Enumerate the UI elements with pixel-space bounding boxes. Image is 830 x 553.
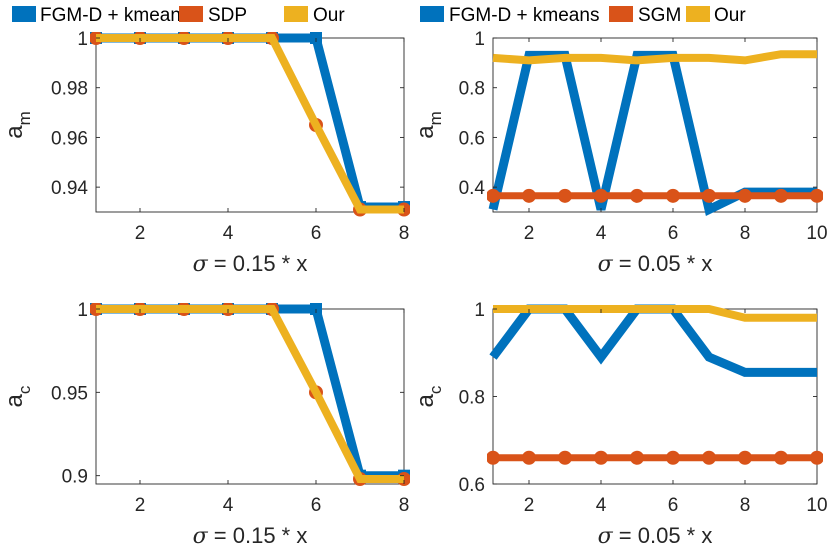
legend-swatch	[686, 6, 710, 22]
legend-label: SDP	[208, 5, 247, 26]
data-point-circle	[666, 188, 680, 203]
data-point-circle	[702, 188, 716, 203]
y-axis-label: ac	[1, 385, 34, 407]
x-tick-label: 6	[668, 495, 679, 516]
data-point-circle	[810, 450, 823, 465]
data-point-circle	[487, 188, 500, 203]
legend-top-right: FGM-D + kmeans SGM Our	[420, 5, 746, 26]
x-tick-label: 4	[223, 495, 234, 516]
y-tick-label: 0.98	[51, 79, 88, 100]
x-axis-label: σ = 0.15 * x	[193, 251, 308, 277]
y-tick-label: 0.9	[62, 467, 88, 488]
series-line-our	[493, 305, 817, 322]
y-axis-label: ac	[412, 385, 445, 407]
legend-label: FGM-D + kmeans	[449, 5, 599, 26]
chart-panel-2: 2 4 6 8 10 0.4 0.6 0.8 1 σ = 0.05 * x am	[412, 29, 828, 277]
series-group	[487, 50, 823, 216]
legend-swatch	[420, 6, 444, 22]
x-axis-label: σ = 0.05 * x	[598, 523, 713, 549]
x-axis-label: σ = 0.15 * x	[193, 523, 308, 549]
x-tick-label: 8	[399, 223, 410, 244]
legend-swatch	[609, 6, 633, 22]
legend-label: SGM	[638, 5, 681, 26]
y-tick-label: 1	[77, 29, 88, 50]
data-point-circle	[487, 450, 500, 465]
y-tick-label: 1	[474, 300, 485, 321]
data-point-circle	[594, 188, 608, 203]
data-point-circle	[522, 450, 536, 465]
data-point-circle	[666, 450, 680, 465]
legend-swatch	[284, 6, 308, 22]
data-point-circle	[738, 188, 752, 203]
series-line-our	[96, 34, 404, 214]
y-tick-label: 0.6	[459, 475, 485, 496]
x-tick-label: 6	[311, 495, 322, 516]
legend-label: Our	[313, 5, 345, 26]
x-tick-label: 6	[311, 223, 322, 244]
legend-swatch	[179, 6, 203, 22]
y-tick-label: 1	[474, 29, 485, 50]
data-point-circle	[558, 450, 572, 465]
x-tick-label: 2	[524, 495, 535, 516]
y-axis-label: am	[412, 111, 445, 139]
y-tick-label: 0.8	[459, 79, 485, 100]
x-tick-label: 8	[399, 495, 410, 516]
data-point-circle	[522, 188, 536, 203]
x-tick-label: 2	[135, 223, 146, 244]
chart-panel-4: 2 4 6 8 10 0.6 0.8 1 σ = 0.05 * x ac	[412, 300, 828, 549]
x-tick-label: 4	[596, 223, 607, 244]
y-tick-label: 1	[77, 300, 88, 321]
data-point-circle	[810, 188, 823, 203]
x-axis-label: σ = 0.05 * x	[598, 251, 713, 277]
chart-panel-3: 2 4 6 8 0.9 0.95 1 σ = 0.15 * x ac	[1, 300, 410, 549]
x-tick-label: 4	[596, 495, 607, 516]
data-point-circle	[630, 450, 644, 465]
y-tick-label: 0.96	[51, 128, 88, 149]
x-tick-label: 10	[806, 495, 827, 516]
legend-label: FGM-D + kmeans	[40, 5, 190, 26]
legend-label: Our	[714, 5, 746, 26]
series-line-our	[492, 50, 817, 65]
legend-swatch	[12, 6, 36, 22]
x-tick-label: 6	[668, 223, 679, 244]
data-point-circle	[738, 450, 752, 465]
x-tick-label: 2	[524, 223, 535, 244]
x-tick-label: 8	[740, 223, 751, 244]
data-point-circle	[702, 450, 716, 465]
x-tick-label: 10	[806, 223, 827, 244]
y-axis-label: am	[1, 111, 34, 139]
series-line-our	[96, 305, 404, 483]
x-tick-label: 2	[135, 495, 146, 516]
legend-top-left: FGM-D + kmeans SDP Our	[12, 5, 345, 26]
data-point-circle	[774, 188, 788, 203]
y-tick-label: 0.4	[459, 178, 486, 199]
chart-panel-1: 2 4 6 8 0.94 0.96 0.98 1 σ = 0.15 * x am	[1, 29, 410, 277]
data-point-circle	[774, 450, 788, 465]
y-tick-label: 0.94	[51, 178, 88, 199]
y-tick-label: 0.6	[459, 128, 485, 149]
series-group	[487, 304, 823, 465]
data-point-circle	[594, 450, 608, 465]
plot-area	[492, 37, 818, 213]
data-point-circle	[558, 188, 572, 203]
x-tick-label: 4	[223, 223, 234, 244]
data-point-circle	[630, 188, 644, 203]
x-tick-label: 8	[740, 495, 751, 516]
y-tick-label: 0.8	[459, 388, 485, 409]
y-tick-label: 0.95	[51, 383, 88, 404]
